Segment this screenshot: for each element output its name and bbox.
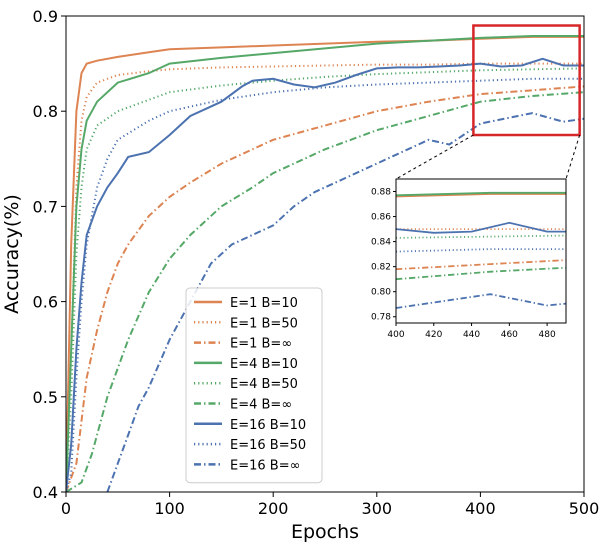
legend-entry-label: E=1 B=∞	[230, 337, 292, 352]
legend-entry-label: E=16 B=50	[230, 438, 306, 453]
inset-frame	[395, 178, 567, 324]
legend-entry-label: E=1 B=50	[230, 316, 298, 331]
legend-entry-label: E=16 B=∞	[230, 458, 300, 473]
series-line-8	[106, 112, 584, 492]
zoom-highlight-box	[472, 24, 581, 137]
x-tick-label: 0	[61, 499, 71, 518]
inset-series-line-3	[396, 191, 566, 197]
inset-y-tick-label: 0.80	[371, 288, 391, 298]
series-line-3	[66, 35, 584, 492]
inset-series-line-5	[396, 266, 566, 281]
x-tick-label: 200	[258, 499, 289, 518]
inset-background	[396, 179, 566, 323]
inset-x-tick-label: 480	[539, 330, 556, 340]
inset-x-tick-label: 400	[387, 330, 404, 340]
series-line-1	[66, 62, 584, 492]
inset-y-tick-label: 0.84	[371, 238, 391, 248]
series-line-5	[66, 91, 584, 492]
legend-entry-label: E=1 B=10	[230, 296, 298, 311]
zoom-connector-right	[565, 134, 581, 180]
legend-entry-label: E=16 B=10	[230, 418, 306, 433]
legend-entry-label: E=4 B=∞	[230, 398, 292, 413]
series-line-4	[66, 67, 584, 492]
plot-frame	[65, 15, 585, 493]
inset-series-line-6	[396, 221, 566, 234]
zoom-connector-left	[395, 134, 474, 180]
series-line-2	[66, 85, 584, 492]
y-tick-label: 0.8	[33, 102, 58, 121]
inset-x-tick-label: 420	[425, 330, 442, 340]
x-axis-label: Epochs	[291, 521, 359, 543]
legend-box	[185, 287, 323, 484]
y-tick-label: 0.9	[33, 7, 58, 26]
inset-plot-area: 400 420 440 460 480 0.78 0.80 0.82 0.84 0.86 0.88	[371, 134, 581, 340]
inset-x-tick-label: 440	[463, 330, 480, 340]
y-tick-label: 0.4	[33, 483, 58, 502]
x-tick-label: 400	[465, 499, 496, 518]
inset-y-tick-label: 0.88	[371, 188, 391, 198]
inset-x-tick-label: 460	[501, 330, 518, 340]
series-line-6	[66, 57, 584, 492]
y-tick-label: 0.6	[33, 293, 58, 312]
legend-entry-label: E=4 B=10	[230, 357, 298, 372]
x-tick-label: 100	[154, 499, 185, 518]
x-tick-label: 500	[569, 499, 600, 518]
inset-y-tick-label: 0.82	[371, 263, 391, 273]
y-tick-label: 0.7	[33, 197, 58, 216]
inset-y-tick-label: 0.86	[371, 213, 391, 223]
main-plot-area: 0 100 200 300 400 500 0.4 0.5 0.6 0.7 0.8 0.9	[33, 7, 600, 518]
x-tick-label: 300	[362, 499, 393, 518]
y-axis-label: Accuracy(%)	[1, 194, 23, 314]
inset-series-line-0	[396, 193, 566, 198]
inset-y-tick-label: 0.78	[371, 313, 391, 323]
y-tick-label: 0.5	[33, 388, 58, 407]
legend-entry-label: E=4 B=50	[230, 377, 298, 392]
legend: E=1 B=10 E=1 B=50 E=1 B=∞ E=4 B=10 E=4 B=50 E…	[185, 287, 323, 484]
inset-series-line-2	[396, 259, 566, 271]
